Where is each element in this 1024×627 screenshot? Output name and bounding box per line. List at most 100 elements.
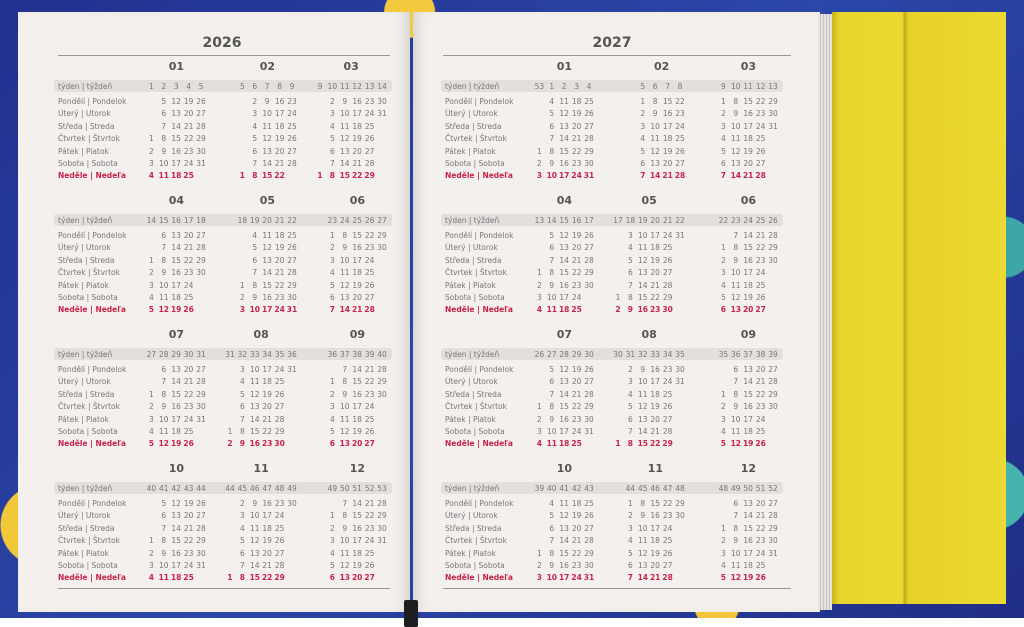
day-cell: 1 [628, 499, 633, 508]
right-page [413, 12, 820, 612]
day-cell: 11 [262, 231, 272, 240]
day-cell: 20 [183, 109, 194, 119]
day-cell: 17 [650, 377, 660, 387]
day-cell: 30 [377, 243, 387, 253]
week-number: 50 [340, 484, 350, 493]
week-header-label: týden | týždeň [58, 216, 113, 225]
bookmark-ribbon[interactable] [404, 600, 418, 627]
day-cell: 27 [755, 159, 766, 168]
day-cell: 11 [559, 97, 569, 106]
day-cell: 25 [584, 97, 594, 106]
day-cell: 28 [377, 499, 387, 508]
day-cell: 8 [252, 171, 258, 181]
weekday-label: Pondělí | Pondelok [58, 97, 127, 106]
day-cell: 16 [662, 109, 673, 119]
week-number: 36 [287, 350, 297, 359]
day-cell: 3 [239, 305, 245, 315]
day-cell: 3 [149, 280, 154, 290]
day-cell: 18 [352, 121, 362, 131]
weekday-label: Středa | Streda [445, 523, 502, 533]
week-header-bar [441, 214, 784, 226]
day-cell: 2 [721, 402, 726, 412]
day-cell: 27 [364, 439, 375, 449]
day-cell: 13 [638, 414, 648, 424]
day-cell: 23 [755, 402, 766, 412]
day-cell: 30 [584, 280, 594, 290]
day-cell: 14 [638, 280, 648, 290]
day-cell: 2 [628, 365, 633, 374]
day-cell: 4 [240, 523, 245, 533]
day-cell: 19 [183, 97, 194, 106]
day-cell: 5 [148, 305, 154, 315]
day-cell: 21 [183, 377, 194, 387]
day-cell: 12 [650, 146, 660, 156]
week-number: 39 [364, 350, 375, 359]
day-cell: 20 [262, 402, 272, 412]
day-cell: 1 [721, 243, 726, 253]
day-cell: 15 [743, 389, 753, 399]
day-cell: 8 [161, 389, 167, 399]
month-label: 07 [168, 328, 185, 341]
day-cell: 15 [171, 389, 181, 399]
day-cell: 12 [340, 134, 350, 144]
day-cell: 18 [170, 573, 182, 583]
day-cell: 16 [352, 523, 362, 533]
day-cell: 30 [768, 536, 778, 546]
day-cell: 3 [330, 536, 335, 546]
day-cell: 25 [571, 305, 582, 315]
day-cell: 18 [352, 268, 362, 278]
day-cell: 28 [768, 231, 778, 240]
day-cell: 24 [662, 523, 673, 533]
day-cell: 25 [183, 573, 194, 583]
day-cell: 29 [675, 499, 685, 508]
day-cell: 18 [170, 171, 182, 181]
day-cell: 16 [743, 402, 753, 412]
day-cell: 5 [549, 109, 555, 119]
day-cell: 11 [638, 389, 648, 399]
weekday-label: Pátek | Piatok [445, 146, 496, 156]
day-cell: 24 [662, 377, 673, 387]
day-cell: 9 [640, 365, 646, 374]
day-cell: 29 [274, 427, 285, 436]
day-cell: 13 [743, 499, 753, 508]
day-cell: 12 [262, 243, 272, 253]
day-cell: 22 [571, 402, 582, 412]
weekday-label: Čtvrtek | Štvrtok [58, 134, 120, 144]
day-cell: 9 [342, 97, 348, 106]
week-number: 34 [662, 350, 673, 359]
day-cell: 30 [584, 561, 594, 570]
month-label: 04 [168, 194, 185, 207]
day-cell: 15 [662, 97, 673, 106]
week-number: 28 [159, 350, 169, 359]
day-cell: 5 [240, 536, 245, 546]
day-cell: 31 [768, 121, 778, 131]
day-cell: 29 [274, 573, 285, 583]
day-cell: 13 [250, 402, 260, 412]
day-cell: 27 [662, 561, 673, 570]
day-cell: 16 [352, 389, 362, 399]
weekday-label: Středa | Streda [445, 121, 502, 131]
day-cell: 6 [329, 439, 335, 449]
day-cell: 23 [649, 305, 661, 315]
day-cell: 13 [650, 159, 660, 168]
day-cell: 31 [377, 536, 387, 546]
day-cell: 30 [287, 499, 297, 508]
day-cell: 5 [549, 231, 555, 240]
day-cell: 17 [558, 171, 570, 181]
day-cell: 18 [352, 548, 362, 558]
day-cell: 6 [252, 146, 258, 156]
day-cell: 7 [342, 365, 348, 374]
day-cell: 19 [170, 305, 182, 315]
day-cell: 25 [364, 548, 375, 558]
day-cell: 17 [743, 414, 753, 424]
day-cell: 5 [252, 243, 258, 253]
day-cell: 28 [584, 536, 594, 546]
day-cell: 7 [549, 536, 555, 546]
week-number: 6 [252, 82, 258, 91]
year-title: 2027 [592, 35, 632, 51]
week-number: 22 [718, 216, 729, 225]
day-cell: 7 [252, 159, 258, 168]
day-cell: 16 [637, 305, 649, 315]
day-cell: 10 [731, 121, 741, 131]
week-number: 16 [171, 216, 181, 225]
